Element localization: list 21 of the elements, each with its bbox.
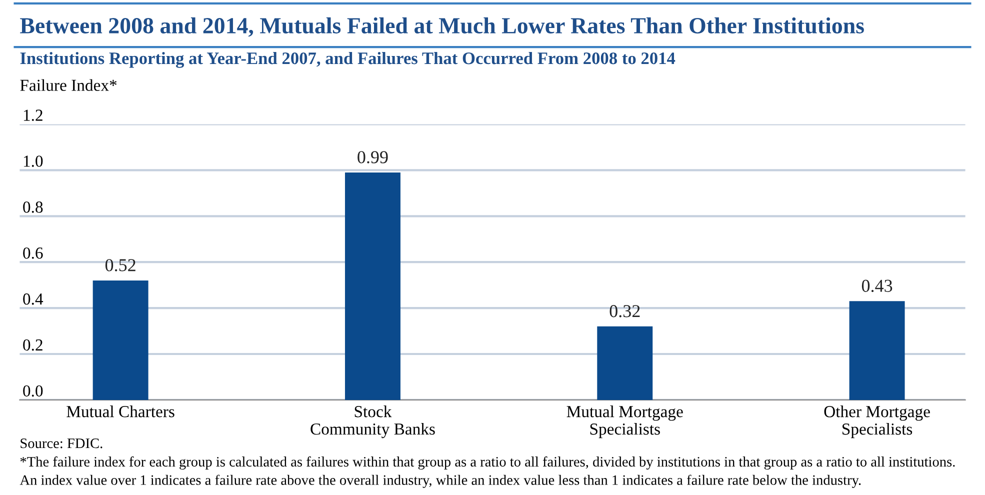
chart-subtitle: Institutions Reporting at Year-End 2007, and Failures That Occurred From 2008 to 2014 <box>20 52 676 68</box>
y-tick-label: 0.0 <box>23 385 43 397</box>
text: *The failure index for each group is calculated as failures within that group as a ratio to all failures, divided by institutions in that group as a ratio to all institutions. <box>20 456 955 470</box>
data-label: 0.99 <box>358 151 388 164</box>
data-label: 0.43 <box>862 280 892 292</box>
source-note: Source: FDIC. <box>20 438 102 448</box>
chart-title: Between 2008 and 2014, Mutuals Failed at Much Lower Rates Than Other Institutions <box>20 17 864 37</box>
data-label: 0.32 <box>610 305 640 318</box>
y-tick-label: 1.0 <box>24 156 43 167</box>
x-tick-label: Other Mortgage Specialists <box>824 406 930 438</box>
y-tick-label: 0.2 <box>23 339 42 351</box>
y-tick-label: 0.8 <box>23 202 43 213</box>
text: An index value over 1 indicates a failure rate above the overall industry, while an index value less than 1 indicates a failure rate below the industry. <box>20 474 861 488</box>
y-tick-label: 0.4 <box>23 293 44 305</box>
x-tick-label: Stock Community Banks <box>310 406 435 438</box>
x-tick-label: Mutual Mortgage Specialists <box>566 406 683 438</box>
y-tick-label: 0.6 <box>23 247 43 259</box>
y-axis-title: Failure Index* <box>20 79 117 91</box>
data-label: 0.52 <box>105 259 136 272</box>
x-tick-label: Mutual Charters <box>66 406 174 418</box>
y-tick-label: 1.2 <box>24 110 42 121</box>
